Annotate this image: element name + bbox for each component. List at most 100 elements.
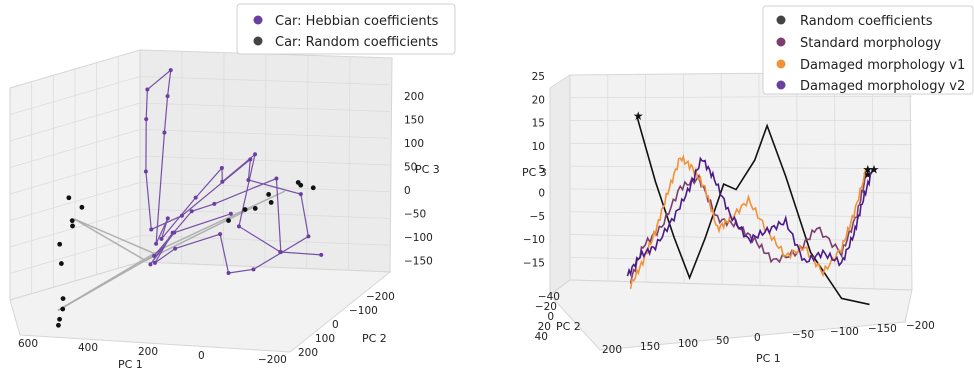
right-z-tick: 10: [532, 141, 545, 153]
left-gridlines: [9, 51, 391, 294]
left-hebbian-point: [226, 271, 231, 276]
right-legend-label-damaged-v2: Damaged morphology v2: [800, 79, 965, 94]
right-y-tick: 0: [547, 311, 554, 323]
right-x-tick: 0: [754, 332, 761, 344]
left-hebbian-line: [145, 68, 322, 274]
left-random-point: [242, 207, 248, 212]
left-x-tick: 600: [18, 338, 38, 350]
right-grid-line: [720, 73, 723, 285]
right-gridlines: [569, 72, 913, 289]
right-legend-label-random: Random coefficients: [800, 14, 933, 29]
left-hebbian-point: [306, 234, 311, 239]
left-z-tick: 50: [404, 162, 417, 174]
left-z-tick: −100: [404, 232, 433, 244]
left-x-tick-labels: 600 400 200 0 −200: [18, 338, 287, 366]
right-z-tick: 5: [538, 164, 545, 176]
right-grid-line: [569, 234, 913, 242]
right-z-tick: −5: [530, 211, 545, 223]
left-random-point: [60, 296, 66, 302]
left-hebbian-point: [253, 152, 258, 157]
right-legend-swatch-damaged-v1: [776, 59, 786, 69]
right-x-tick: −200: [906, 320, 935, 332]
left-grey-connector: [145, 205, 255, 262]
right-legend-label-damaged-v1: Damaged morphology v1: [800, 58, 965, 73]
left-grid-line: [306, 55, 309, 269]
left-random-point: [266, 192, 272, 197]
left-hebbian-point: [152, 260, 157, 265]
right-x-tick: −100: [830, 326, 859, 338]
left-hebbian-point: [168, 68, 173, 73]
left-z-tick-labels: 200 150 100 50 0 −50 −100 −150: [404, 91, 433, 268]
left-z-tick: −150: [404, 256, 433, 268]
right-z-tick: 0: [538, 188, 545, 200]
left-x-axis-label: PC 1: [118, 358, 143, 371]
left-y-axis-label: PC 2: [362, 332, 387, 345]
left-z-tick: −50: [404, 209, 426, 221]
left-hebbian-point: [298, 192, 303, 197]
left-grid-line: [222, 52, 225, 266]
left-legend-box: [236, 3, 456, 55]
left-hebbian-point: [219, 165, 224, 170]
right-series-line: [636, 115, 870, 306]
left-random-point: [295, 180, 301, 185]
right-grid-line: [758, 73, 761, 286]
left-random-point: [58, 261, 64, 266]
left-random-point: [69, 218, 75, 224]
left-hebbian-point: [173, 246, 178, 251]
right-x-tick: 50: [716, 335, 729, 347]
right-grid-line: [569, 95, 913, 99]
right-y-tick: −40: [538, 291, 560, 303]
left-y-tick: 0: [332, 319, 339, 331]
right-grid-line: [834, 72, 837, 288]
left-y-tick: −100: [349, 305, 378, 317]
left-hebbian-point: [274, 176, 279, 181]
right-legend-swatch-damaged-v2: [776, 80, 786, 90]
left-hebbian-point: [248, 157, 253, 162]
left-grey-connector: [73, 218, 157, 256]
left-hebbian-point: [172, 230, 177, 235]
left-hebbian-point: [165, 94, 170, 99]
right-series-star-marker: ★: [862, 167, 873, 181]
right-z-tick: 20: [532, 94, 545, 106]
left-grid-line: [347, 56, 351, 271]
left-hebbian-point: [143, 169, 148, 174]
left-y-tick: −200: [366, 291, 395, 303]
left-x-tick: 200: [138, 346, 158, 358]
right-grid-line: [569, 188, 913, 194]
left-hebbian-point: [319, 252, 324, 257]
right-x-tick: −150: [868, 323, 897, 335]
left-hebbian-point: [152, 253, 157, 258]
right-grid-line: [569, 256, 913, 267]
left-z-tick: 200: [404, 91, 424, 103]
right-y-tick: 20: [538, 321, 551, 333]
right-x-tick: 100: [678, 338, 698, 350]
left-hebbian-point: [144, 117, 149, 122]
left-hebbian-point: [165, 216, 170, 221]
left-random-point: [226, 218, 231, 223]
right-series-star-marker: ★: [862, 162, 873, 176]
right-z-tick: −10: [523, 234, 545, 246]
left-y-tick: 200: [298, 347, 318, 359]
right-series-star-marker: ★: [869, 163, 880, 177]
right-y-axis-label: PC 2: [556, 320, 581, 333]
left-random-point: [79, 204, 85, 210]
left-hebbian-point: [212, 201, 217, 206]
left-random-point: [57, 316, 62, 322]
left-random-point: [252, 206, 258, 211]
left-x-tick: 0: [198, 350, 205, 362]
left-z-tick: 100: [404, 138, 424, 150]
left-chart: 200 150 100 50 0 −50 −100 −150 600 400 200 0 −200 −…: [9, 3, 456, 371]
right-grid-line: [569, 142, 913, 146]
left-hebbian-point: [189, 209, 194, 214]
right-side-pane: [549, 74, 571, 296]
left-hebbian-point: [154, 241, 159, 246]
right-z-tick: −15: [523, 257, 545, 269]
left-hebbian-point: [228, 211, 233, 216]
right-grid-line: [682, 73, 685, 284]
right-x-tick: −50: [792, 329, 814, 341]
left-hebbian-point: [149, 227, 154, 232]
right-grid-line: [569, 211, 913, 218]
left-random-point: [310, 185, 316, 191]
